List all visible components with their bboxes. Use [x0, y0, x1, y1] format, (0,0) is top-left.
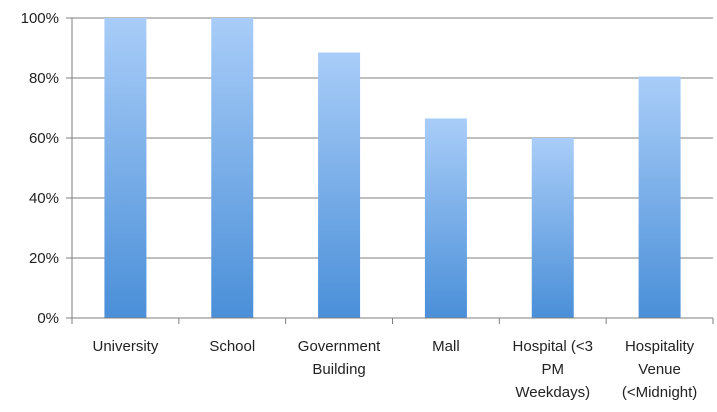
- bar: [211, 18, 254, 318]
- y-tick-labels: 0% 20% 40% 60% 80% 100%: [21, 10, 59, 327]
- x-category-label: Mall: [432, 338, 460, 355]
- bar: [638, 76, 681, 318]
- x-category-label: University: [92, 338, 158, 355]
- x-category-label: School: [209, 338, 255, 355]
- y-tick-label: 40%: [29, 190, 59, 207]
- y-tick-label: 80%: [29, 70, 59, 87]
- bar: [318, 52, 361, 318]
- axes: [71, 18, 714, 324]
- y-tick-label: 60%: [29, 130, 59, 147]
- x-category-label: Hospitality Venue (<Midnight): [622, 338, 697, 401]
- y-tick-label: 0%: [37, 310, 59, 327]
- bar: [104, 18, 147, 318]
- x-category-labels: University School Government Building Mall Ho…: [92, 338, 697, 401]
- y-tick-label: 20%: [29, 250, 59, 267]
- y-tick-label: 100%: [21, 10, 59, 27]
- x-category-label: Hospital (<3 PM Weekdays): [513, 338, 593, 401]
- bars: [104, 18, 681, 318]
- bar: [531, 138, 574, 318]
- gridlines: [66, 17, 713, 319]
- bar: [424, 118, 467, 318]
- x-category-label: Government Building: [298, 338, 381, 378]
